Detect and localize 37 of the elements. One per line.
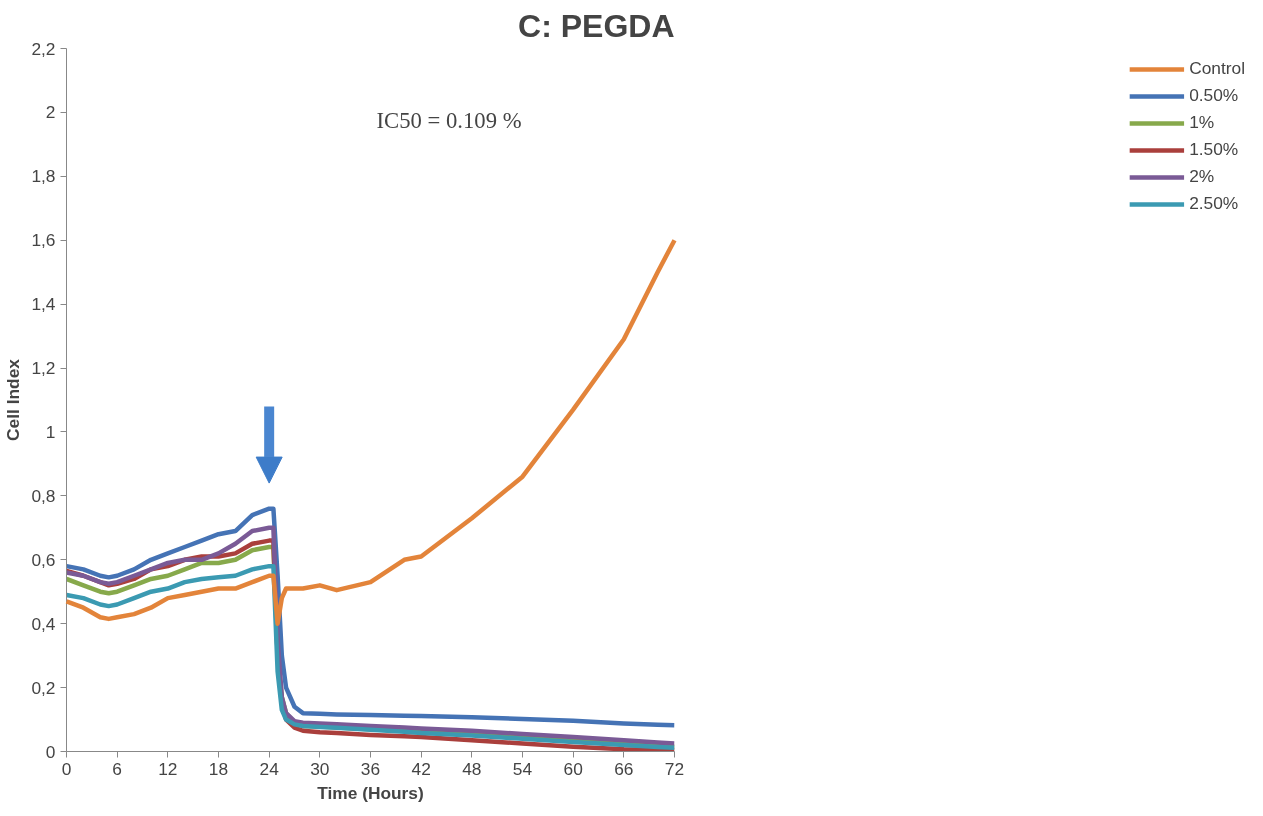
x-tick-label: 18 bbox=[208, 758, 229, 779]
x-tick-label: 12 bbox=[158, 758, 178, 779]
y-tick-label: 2,2 bbox=[31, 38, 56, 59]
y-tick-label: 1,6 bbox=[31, 230, 56, 251]
line-series bbox=[66, 506, 675, 728]
y-tick-label: 0,4 bbox=[31, 613, 56, 634]
legend-label: 2% bbox=[1189, 166, 1215, 187]
x-tick-label: 54 bbox=[512, 758, 533, 779]
x-tick-label: 42 bbox=[411, 758, 431, 779]
annotation: IC50 = 0.109 % bbox=[376, 107, 522, 133]
line-series bbox=[64, 237, 677, 626]
y-tick-label: 0,2 bbox=[31, 677, 56, 698]
y-tick-label: 0,8 bbox=[31, 485, 56, 506]
y-tick-label: 1,2 bbox=[31, 358, 56, 379]
x-tick-label: 0 bbox=[61, 758, 72, 779]
x-tick-label: 30 bbox=[310, 758, 330, 779]
y-tick-label: 0,6 bbox=[31, 549, 56, 570]
x-tick-label: 60 bbox=[563, 758, 583, 779]
legend-label: 1% bbox=[1189, 112, 1215, 133]
x-tick-label: 48 bbox=[462, 758, 482, 779]
x-axis-title: Time (Hours) bbox=[317, 782, 424, 803]
y-tick-label: 0 bbox=[45, 741, 56, 762]
x-tick-label: 72 bbox=[664, 758, 685, 779]
legend-label: Control bbox=[1189, 58, 1245, 79]
x-tick-label: 6 bbox=[112, 758, 122, 779]
x-tick-label: 24 bbox=[259, 758, 280, 779]
y-tick-label: 1,8 bbox=[31, 166, 56, 187]
y-tick-label: 1 bbox=[45, 421, 56, 442]
legend-label: 2.50% bbox=[1189, 193, 1239, 214]
y-tick-label: 2 bbox=[45, 102, 56, 123]
legend-label: 1.50% bbox=[1189, 139, 1239, 160]
x-tick-label: 36 bbox=[360, 758, 381, 779]
x-tick-label: 66 bbox=[614, 758, 634, 779]
y-tick-label: 1,4 bbox=[31, 294, 56, 315]
chart-title: C: PEGDA bbox=[518, 7, 675, 44]
legend-label: 0.50% bbox=[1189, 85, 1239, 106]
y-axis-title: Cell Index bbox=[3, 358, 24, 441]
